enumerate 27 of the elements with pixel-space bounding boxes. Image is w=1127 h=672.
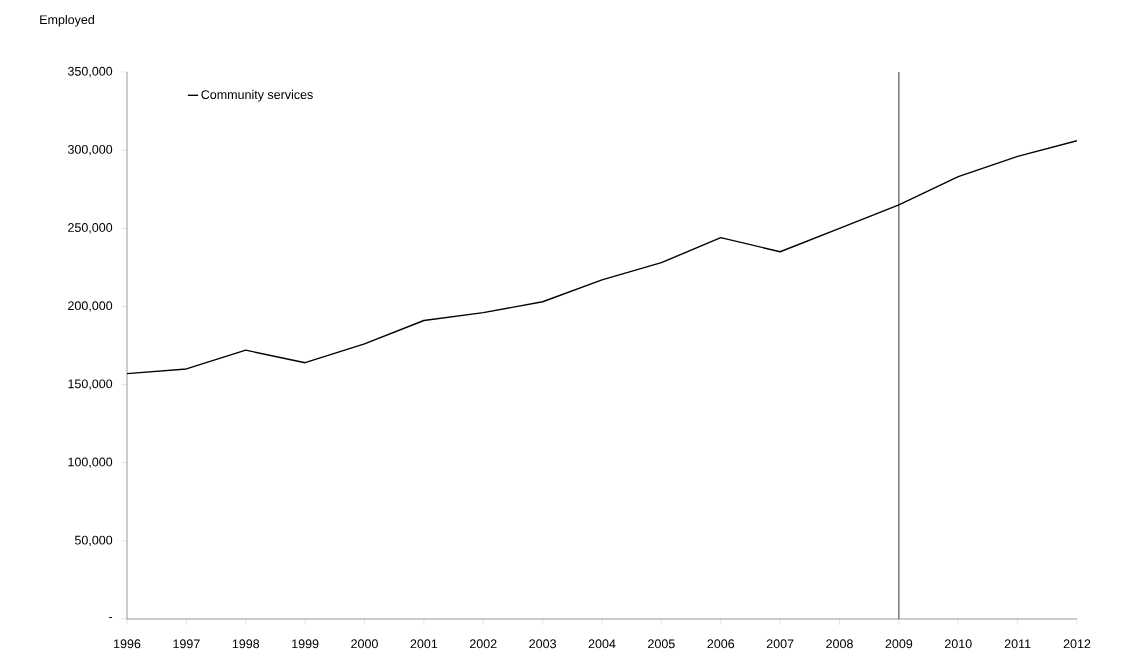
x-tick-label: 2009 [885, 639, 913, 649]
x-tick-label: 2010 [944, 639, 972, 649]
x-tick-label: 2002 [469, 639, 497, 649]
x-tick-label: 2007 [766, 639, 794, 649]
y-tick-label: 300,000 [67, 144, 113, 156]
y-tick-label: 100,000 [68, 457, 113, 468]
x-tick-label: 1997 [173, 639, 200, 649]
x-tick-label: 2012 [1063, 639, 1091, 649]
y-tick-label: 150,000 [68, 379, 113, 390]
x-tick-label: 2004 [588, 639, 616, 649]
x-tick-label: 2001 [410, 639, 438, 649]
y-tick-label: 250,000 [68, 223, 113, 234]
x-tick-label: 2000 [351, 639, 378, 649]
y-tick-label: 350,000 [67, 66, 113, 78]
x-tick-label: 2011 [1004, 639, 1031, 649]
y-tick-label: 50,000 [74, 535, 113, 547]
x-tick-label: 2006 [707, 639, 735, 649]
y-tick-label: 200,000 [68, 301, 113, 312]
x-tick-label: 2003 [529, 639, 556, 649]
x-tick-label: 2005 [648, 639, 675, 649]
x-tick-label: 1996 [114, 639, 141, 649]
legend-label: Community services [201, 89, 313, 102]
x-tick-label: 1999 [292, 639, 319, 649]
y-axis-title: Employed [40, 14, 94, 27]
x-tick-label: 1998 [232, 639, 260, 649]
x-tick-label: 2008 [826, 639, 853, 649]
y-tick-label: - [109, 617, 113, 619]
